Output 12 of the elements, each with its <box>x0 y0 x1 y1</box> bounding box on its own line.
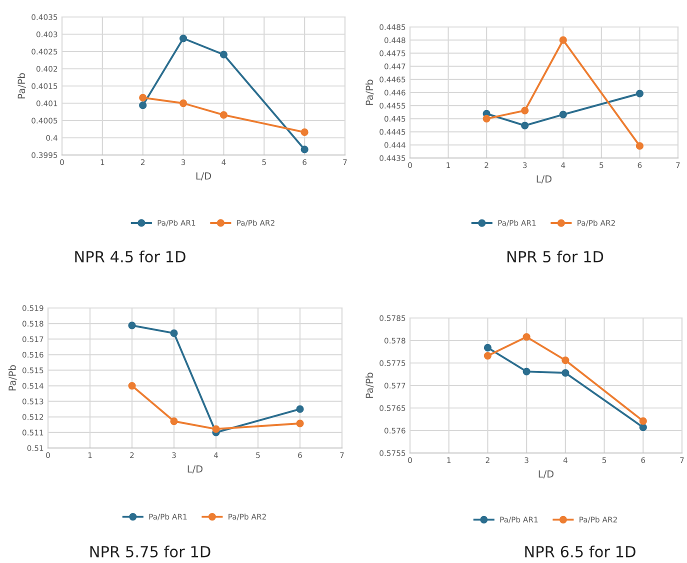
y-axis-title: Pa/Pb <box>8 365 17 390</box>
x-axis-title: L/D <box>196 172 212 180</box>
text: NPR 6.5 for 1D <box>525 546 636 558</box>
y-axis-title: Pa/Pb <box>366 80 374 105</box>
text: NPR 4.5 for 1D <box>75 250 186 262</box>
x-axis-title: L/D <box>538 470 554 478</box>
x-axis-title: L/D <box>188 465 203 474</box>
x-axis-title: L/D <box>536 175 552 184</box>
text: NPR 5 for 1D <box>507 250 604 262</box>
y-axis-title: Pa/Pb <box>18 73 26 98</box>
y-axis-title: Pa/Pb <box>366 372 374 398</box>
text: NPR 5.75 for 1D <box>90 546 210 558</box>
